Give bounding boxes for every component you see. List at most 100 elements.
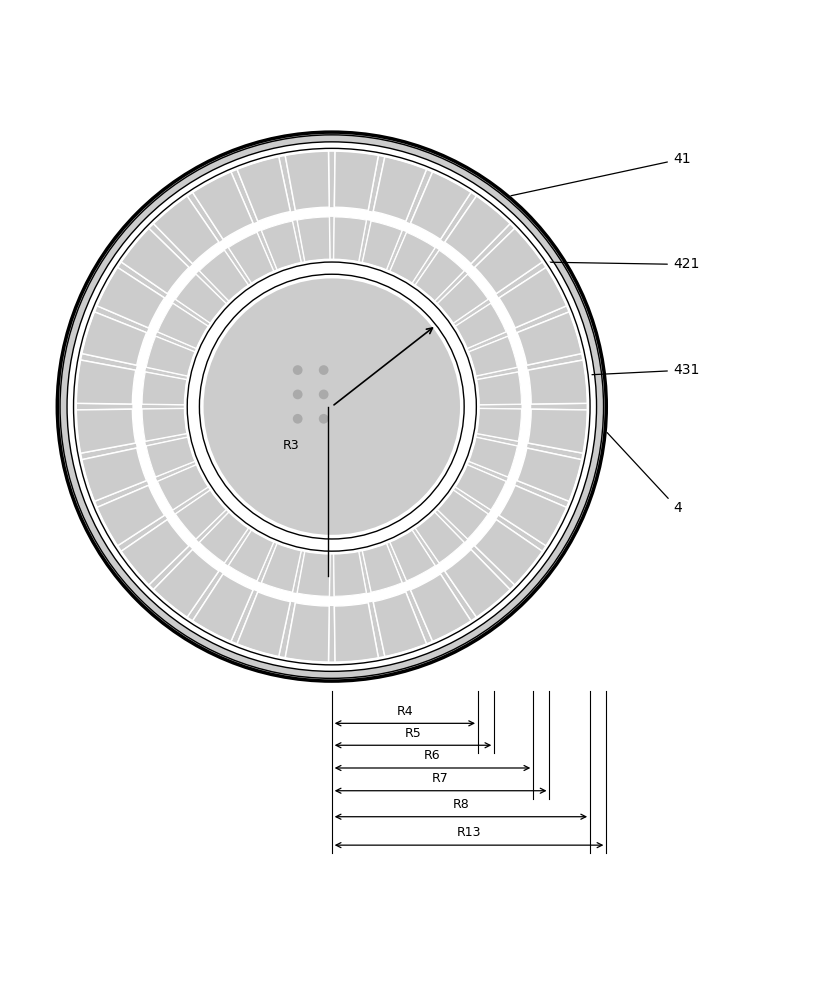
Wedge shape <box>237 157 279 171</box>
Wedge shape <box>468 336 517 376</box>
Wedge shape <box>455 465 506 510</box>
Wedge shape <box>121 551 150 585</box>
Wedge shape <box>285 152 330 261</box>
Wedge shape <box>229 530 273 581</box>
Wedge shape <box>390 531 471 641</box>
Wedge shape <box>285 151 330 210</box>
Wedge shape <box>514 551 542 585</box>
Wedge shape <box>97 507 119 545</box>
Wedge shape <box>121 490 226 585</box>
Wedge shape <box>97 267 164 328</box>
Wedge shape <box>154 196 188 225</box>
Wedge shape <box>390 232 435 283</box>
Wedge shape <box>528 409 587 453</box>
Wedge shape <box>121 228 189 294</box>
Wedge shape <box>568 459 582 501</box>
Circle shape <box>188 262 477 551</box>
Wedge shape <box>262 221 301 270</box>
Wedge shape <box>154 196 219 264</box>
Wedge shape <box>158 303 208 349</box>
Wedge shape <box>77 410 82 453</box>
Wedge shape <box>97 465 208 545</box>
Wedge shape <box>82 312 146 365</box>
Wedge shape <box>199 250 249 301</box>
Wedge shape <box>415 250 464 301</box>
Circle shape <box>319 365 329 375</box>
Wedge shape <box>477 360 586 405</box>
Wedge shape <box>74 148 590 665</box>
Wedge shape <box>499 267 567 328</box>
Wedge shape <box>335 603 378 662</box>
Wedge shape <box>415 512 464 563</box>
Wedge shape <box>199 512 249 563</box>
Wedge shape <box>175 274 226 323</box>
Wedge shape <box>121 520 189 585</box>
Wedge shape <box>468 437 517 477</box>
Wedge shape <box>121 229 150 263</box>
Circle shape <box>319 414 329 424</box>
Text: R3: R3 <box>282 439 299 452</box>
Wedge shape <box>432 620 471 641</box>
Wedge shape <box>297 551 330 596</box>
Wedge shape <box>154 549 219 617</box>
Wedge shape <box>97 268 119 306</box>
Wedge shape <box>83 459 96 501</box>
Wedge shape <box>77 360 187 405</box>
Wedge shape <box>146 336 195 376</box>
Wedge shape <box>438 490 542 585</box>
Wedge shape <box>76 409 135 453</box>
Wedge shape <box>82 448 146 501</box>
Wedge shape <box>438 229 542 323</box>
Wedge shape <box>390 172 471 283</box>
Wedge shape <box>335 152 378 157</box>
Wedge shape <box>192 172 253 239</box>
Text: R4: R4 <box>396 705 413 718</box>
Wedge shape <box>83 312 194 376</box>
Circle shape <box>67 142 596 671</box>
Wedge shape <box>193 620 231 641</box>
Wedge shape <box>373 592 426 657</box>
Wedge shape <box>456 465 566 545</box>
Circle shape <box>57 132 606 681</box>
Wedge shape <box>444 196 510 264</box>
Text: 4: 4 <box>607 433 681 515</box>
Wedge shape <box>411 574 471 642</box>
Text: R7: R7 <box>432 772 449 785</box>
Text: R13: R13 <box>457 826 482 839</box>
Wedge shape <box>455 303 506 349</box>
Wedge shape <box>97 268 208 348</box>
Wedge shape <box>285 657 329 662</box>
Wedge shape <box>432 172 471 193</box>
Text: 431: 431 <box>485 363 700 380</box>
Wedge shape <box>477 372 521 405</box>
Wedge shape <box>437 490 488 539</box>
Text: R6: R6 <box>425 749 441 762</box>
Wedge shape <box>158 465 208 510</box>
Wedge shape <box>237 544 301 656</box>
Wedge shape <box>517 312 582 365</box>
Wedge shape <box>285 152 329 157</box>
Circle shape <box>319 390 329 399</box>
Wedge shape <box>77 409 187 453</box>
Wedge shape <box>193 172 273 283</box>
Wedge shape <box>514 229 542 263</box>
Wedge shape <box>229 232 273 283</box>
Wedge shape <box>193 172 231 193</box>
Wedge shape <box>477 409 521 441</box>
Wedge shape <box>363 544 426 656</box>
Wedge shape <box>237 157 301 269</box>
Wedge shape <box>411 172 471 239</box>
Wedge shape <box>444 549 510 617</box>
Wedge shape <box>77 360 82 403</box>
Text: R5: R5 <box>405 727 421 740</box>
Wedge shape <box>285 603 330 662</box>
Wedge shape <box>175 490 226 539</box>
Wedge shape <box>415 196 510 301</box>
Wedge shape <box>335 151 378 210</box>
Wedge shape <box>475 228 543 294</box>
Wedge shape <box>334 217 367 262</box>
Wedge shape <box>121 229 226 323</box>
Wedge shape <box>237 592 290 657</box>
Wedge shape <box>582 360 586 403</box>
Text: 41: 41 <box>511 152 691 196</box>
